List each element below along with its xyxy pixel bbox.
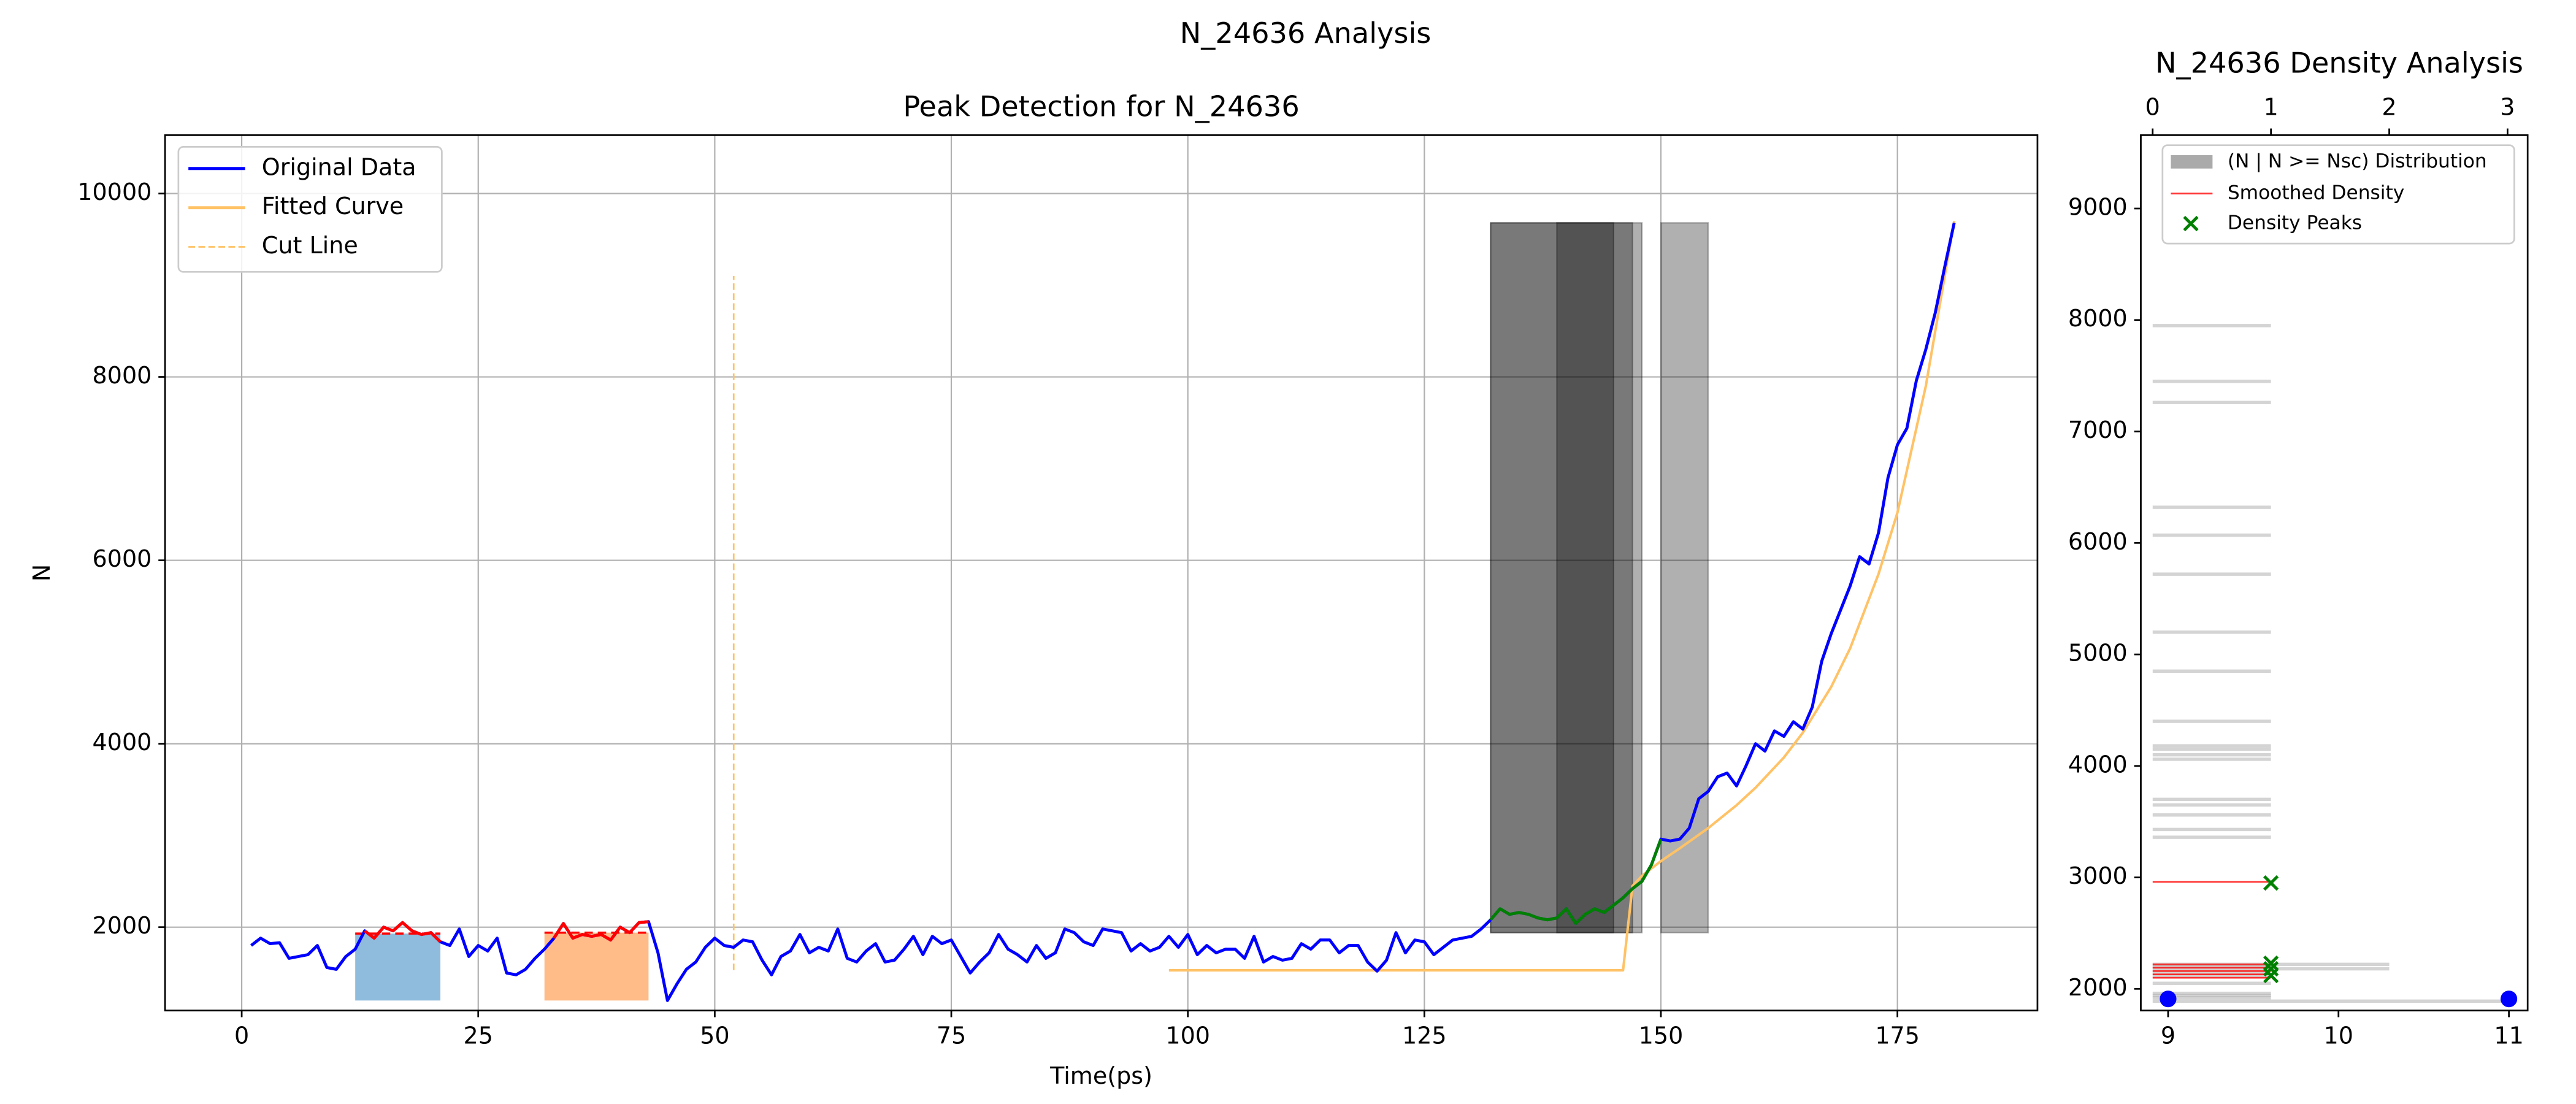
x2-tick-label: 11: [2494, 1022, 2523, 1049]
distribution-bar: [2152, 981, 2271, 985]
y-tick-label: 3000: [2068, 862, 2128, 889]
distribution-bar: [2152, 747, 2271, 751]
x-tick-label: 125: [1402, 1022, 1447, 1049]
distribution-bar: [2152, 757, 2271, 761]
distribution-bar: [2152, 994, 2271, 997]
y-tick-label: 8000: [2068, 305, 2128, 332]
legend-label: (N | N >= Nsc) Distribution: [2228, 150, 2487, 172]
shaded-window: [1660, 222, 1709, 933]
y-tick-label: 5000: [2068, 640, 2128, 667]
y-tick-label: 2000: [93, 912, 152, 939]
legend-label: Cut Line: [262, 232, 358, 259]
y-tick-label: 4000: [93, 729, 152, 756]
legend-label: Fitted Curve: [262, 193, 404, 220]
axes-title: N_24636 Density Analysis: [2155, 47, 2523, 80]
distribution-bar: [2152, 827, 2271, 832]
x-tick-label: 2: [2382, 93, 2396, 120]
x-tick-label: 0: [234, 1022, 249, 1049]
x-tick-label: 3: [2500, 93, 2515, 120]
distribution-bar: [2152, 669, 2271, 673]
axes-frame: [2140, 134, 2529, 1011]
legend-swatch: [2183, 215, 2199, 232]
shaded-window: [1556, 222, 1614, 933]
distribution-bar: [2152, 379, 2271, 383]
axes-title: Peak Detection for N_24636: [903, 90, 1299, 123]
series-line: [250, 222, 1956, 1002]
distribution-bar: [2152, 401, 2271, 404]
legend-label: Smoothed Density: [2228, 182, 2404, 204]
density-peak: [2263, 875, 2279, 891]
distribution-bar: [2152, 973, 2271, 978]
y-tick-label: 4000: [2068, 751, 2128, 778]
y-tick-label: 6000: [2068, 528, 2128, 555]
y-tick-label: 2000: [2068, 974, 2128, 1001]
point: [2501, 991, 2518, 1008]
legend-label: Density Peaks: [2228, 212, 2362, 234]
distribution-bar: [2152, 753, 2271, 757]
y-tick-label: 6000: [93, 545, 152, 572]
x2-tick-label: 9: [2161, 1022, 2175, 1049]
distribution-bar: [2152, 630, 2271, 634]
y-axis-label: N: [28, 564, 55, 581]
legend-box: [2161, 144, 2515, 245]
distribution-bar: [2152, 970, 2271, 974]
distribution-bar: [2152, 719, 2271, 723]
y-tick-label: 7000: [2068, 416, 2128, 443]
series-line: [1168, 220, 1956, 972]
highlight-segment: [364, 921, 442, 943]
shaded-window: [1490, 222, 1643, 933]
shaded-window: [1490, 222, 1633, 933]
x2-tick-label: 10: [2324, 1022, 2353, 1049]
y-tick-label: 8000: [93, 362, 152, 389]
highlight-segment: [1489, 838, 1663, 926]
distribution-bar: [2152, 965, 2271, 968]
distribution-bar: [2152, 835, 2271, 839]
x-axis-label: Time(ps): [1049, 1062, 1152, 1089]
distribution-bar: [2152, 324, 2271, 328]
legend: Original Data Fitted Curve Cut Line: [177, 146, 443, 273]
legend: (N | N >= Nsc) Distribution Smoothed Dens…: [2161, 144, 2515, 245]
density-peak: [2263, 955, 2279, 972]
point: [2160, 991, 2177, 1008]
x-tick-label: 100: [1165, 1022, 1210, 1049]
legend-label: Original Data: [262, 153, 416, 180]
legend-swatch: [2171, 155, 2213, 169]
figure-title: N_24636 Analysis: [1180, 17, 1432, 50]
density-peak: [2263, 960, 2279, 977]
distribution-bar: [2152, 813, 2271, 817]
x-tick-label: 0: [2145, 93, 2160, 120]
distribution-bar: [2152, 572, 2271, 576]
distribution-bar: [2152, 533, 2271, 537]
x-tick-label: 50: [700, 1022, 729, 1049]
peak-region: [355, 933, 441, 1001]
distribution-bar: [2152, 797, 2271, 802]
x-tick-label: 150: [1639, 1022, 1684, 1049]
distribution-bar: [2152, 803, 2271, 807]
x-tick-label: 175: [1875, 1022, 1920, 1049]
y-tick-label: 9000: [2068, 193, 2128, 220]
x-tick-label: 75: [937, 1022, 966, 1049]
distribution-bar: [2152, 744, 2271, 748]
peak-region: [544, 932, 649, 1001]
y-tick-label: 10000: [77, 178, 151, 205]
x-tick-label: 1: [2264, 93, 2279, 120]
legend-box: [177, 146, 443, 273]
distribution-bar: [2152, 991, 2271, 995]
axes-frame: [164, 134, 2039, 1011]
distribution-bar: [2152, 999, 2508, 1003]
x-tick-label: 25: [464, 1022, 493, 1049]
distribution-bar: [2152, 505, 2271, 509]
density-peak: [2263, 967, 2279, 984]
distribution-bar: [2152, 996, 2271, 1000]
highlight-segment: [553, 920, 649, 942]
